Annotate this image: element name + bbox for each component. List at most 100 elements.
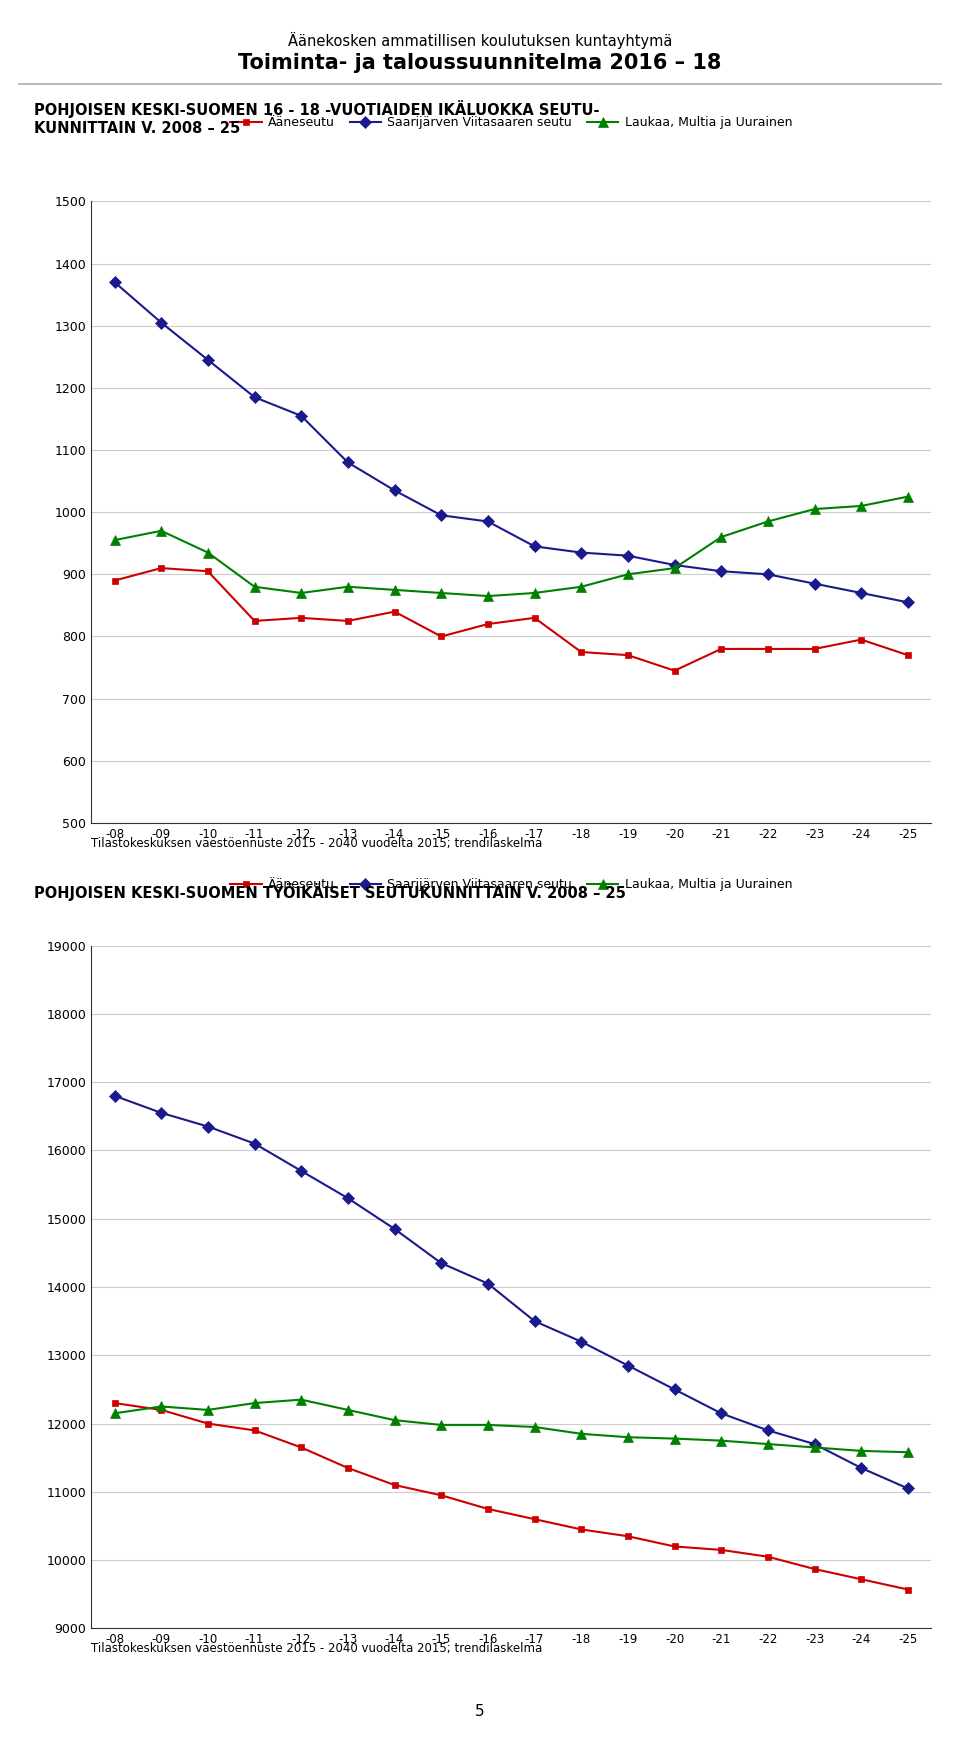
- Ääneseutu: [622, 644, 634, 665]
- Ääneseutu: [808, 639, 820, 660]
- Ääneseutu: [296, 608, 307, 629]
- Ääneseutu: [389, 601, 400, 622]
- Laukaa, Multia ja Uurainen: [715, 1431, 727, 1452]
- Saarijärven Viitasaaren seutu: [296, 404, 307, 425]
- Laukaa, Multia ja Uurainen: [529, 1417, 540, 1438]
- Ääneseutu: [342, 1457, 353, 1478]
- Ääneseutu: [436, 1485, 447, 1506]
- Laukaa, Multia ja Uurainen: [436, 583, 447, 604]
- Ääneseutu: [575, 1518, 587, 1539]
- Saarijärven Viitasaaren seutu: [669, 555, 681, 576]
- Saarijärven Viitasaaren seutu: [715, 560, 727, 581]
- Ääneseutu: [482, 1499, 493, 1520]
- Saarijärven Viitasaaren seutu: [902, 592, 914, 613]
- Laukaa, Multia ja Uurainen: [855, 496, 867, 517]
- Laukaa, Multia ja Uurainen: [762, 1434, 774, 1455]
- Saarijärven Viitasaaren seutu: [762, 1420, 774, 1441]
- Line: Laukaa, Multia ja Uurainen: Laukaa, Multia ja Uurainen: [109, 1396, 913, 1457]
- Laukaa, Multia ja Uurainen: [203, 1399, 214, 1420]
- Saarijärven Viitasaaren seutu: [249, 1133, 260, 1154]
- Laukaa, Multia ja Uurainen: [902, 1441, 914, 1462]
- Laukaa, Multia ja Uurainen: [389, 580, 400, 601]
- Saarijärven Viitasaaren seutu: [108, 271, 120, 292]
- Ääneseutu: [108, 1392, 120, 1413]
- Saarijärven Viitasaaren seutu: [482, 1273, 493, 1294]
- Ääneseutu: [669, 1536, 681, 1557]
- Line: Ääneseutu: Ääneseutu: [111, 1399, 911, 1593]
- Laukaa, Multia ja Uurainen: [203, 543, 214, 564]
- Saarijärven Viitasaaren seutu: [203, 1115, 214, 1136]
- Ääneseutu: [203, 560, 214, 581]
- Saarijärven Viitasaaren seutu: [855, 1457, 867, 1478]
- Line: Laukaa, Multia ja Uurainen: Laukaa, Multia ja Uurainen: [109, 492, 913, 601]
- Saarijärven Viitasaaren seutu: [156, 312, 167, 333]
- Laukaa, Multia ja Uurainen: [436, 1415, 447, 1436]
- Ääneseutu: [902, 1579, 914, 1600]
- Laukaa, Multia ja Uurainen: [808, 499, 820, 520]
- Laukaa, Multia ja Uurainen: [622, 564, 634, 585]
- Laukaa, Multia ja Uurainen: [296, 1389, 307, 1410]
- Ääneseutu: [249, 1420, 260, 1441]
- Saarijärven Viitasaaren seutu: [575, 1331, 587, 1352]
- Ääneseutu: [342, 611, 353, 632]
- Ääneseutu: [808, 1558, 820, 1579]
- Laukaa, Multia ja Uurainen: [669, 557, 681, 578]
- Text: Toiminta- ja taloussuunnitelma 2016 – 18: Toiminta- ja taloussuunnitelma 2016 – 18: [238, 53, 722, 72]
- Ääneseutu: [529, 1509, 540, 1530]
- Ääneseutu: [156, 1399, 167, 1420]
- Saarijärven Viitasaaren seutu: [529, 536, 540, 557]
- Ääneseutu: [855, 1569, 867, 1590]
- Laukaa, Multia ja Uurainen: [249, 576, 260, 597]
- Ääneseutu: [296, 1438, 307, 1459]
- Saarijärven Viitasaaren seutu: [575, 543, 587, 564]
- Saarijärven Viitasaaren seutu: [855, 583, 867, 604]
- Laukaa, Multia ja Uurainen: [808, 1438, 820, 1459]
- Laukaa, Multia ja Uurainen: [156, 520, 167, 541]
- Ääneseutu: [482, 613, 493, 634]
- Text: 5: 5: [475, 1704, 485, 1719]
- Legend: Ääneseutu, Saarijärven Viitasaaren seutu, Laukaa, Multia ja Uurainen: Ääneseutu, Saarijärven Viitasaaren seutu…: [226, 874, 797, 897]
- Laukaa, Multia ja Uurainen: [575, 1424, 587, 1445]
- Ääneseutu: [622, 1525, 634, 1546]
- Laukaa, Multia ja Uurainen: [529, 583, 540, 604]
- Text: POHJOISEN KESKI-SUOMEN 16 - 18 -VUOTIAIDEN IKÄLUOKKA SEUTU-
KUNNITTAIN V. 2008 –: POHJOISEN KESKI-SUOMEN 16 - 18 -VUOTIAID…: [34, 100, 599, 137]
- Ääneseutu: [855, 629, 867, 650]
- Line: Saarijärven Viitasaaren seutu: Saarijärven Viitasaaren seutu: [110, 278, 912, 606]
- Ääneseutu: [762, 1546, 774, 1567]
- Saarijärven Viitasaaren seutu: [389, 1219, 400, 1240]
- Ääneseutu: [575, 641, 587, 662]
- Saarijärven Viitasaaren seutu: [436, 1252, 447, 1273]
- Saarijärven Viitasaaren seutu: [482, 511, 493, 532]
- Laukaa, Multia ja Uurainen: [482, 1415, 493, 1436]
- Saarijärven Viitasaaren seutu: [715, 1403, 727, 1424]
- Legend: Ääneseutu, Saarijärven Viitasaaren seutu, Laukaa, Multia ja Uurainen: Ääneseutu, Saarijärven Viitasaaren seutu…: [226, 112, 797, 135]
- Laukaa, Multia ja Uurainen: [108, 529, 120, 550]
- Laukaa, Multia ja Uurainen: [342, 1399, 353, 1420]
- Line: Ääneseutu: Ääneseutu: [111, 564, 911, 674]
- Laukaa, Multia ja Uurainen: [575, 576, 587, 597]
- Laukaa, Multia ja Uurainen: [902, 487, 914, 508]
- Laukaa, Multia ja Uurainen: [342, 576, 353, 597]
- Laukaa, Multia ja Uurainen: [296, 583, 307, 604]
- Laukaa, Multia ja Uurainen: [249, 1392, 260, 1413]
- Text: Äänekosken ammatillisen koulutuksen kuntayhtymä: Äänekosken ammatillisen koulutuksen kunt…: [288, 32, 672, 49]
- Saarijärven Viitasaaren seutu: [203, 350, 214, 371]
- Saarijärven Viitasaaren seutu: [156, 1103, 167, 1124]
- Saarijärven Viitasaaren seutu: [808, 1434, 820, 1455]
- Text: Tilastokeskuksen väestöennuste 2015 - 2040 vuodelta 2015; trendilaskelma: Tilastokeskuksen väestöennuste 2015 - 20…: [91, 1642, 542, 1655]
- Saarijärven Viitasaaren seutu: [529, 1310, 540, 1331]
- Ääneseutu: [249, 611, 260, 632]
- Ääneseutu: [715, 639, 727, 660]
- Laukaa, Multia ja Uurainen: [669, 1429, 681, 1450]
- Ääneseutu: [436, 625, 447, 646]
- Saarijärven Viitasaaren seutu: [342, 1187, 353, 1208]
- Text: Tilastokeskuksen väestöennuste 2015 - 2040 vuodelta 2015; trendilaskelma: Tilastokeskuksen väestöennuste 2015 - 20…: [91, 837, 542, 849]
- Ääneseutu: [389, 1474, 400, 1495]
- Saarijärven Viitasaaren seutu: [296, 1161, 307, 1182]
- Ääneseutu: [108, 571, 120, 592]
- Ääneseutu: [203, 1413, 214, 1434]
- Laukaa, Multia ja Uurainen: [389, 1410, 400, 1431]
- Saarijärven Viitasaaren seutu: [389, 480, 400, 501]
- Saarijärven Viitasaaren seutu: [436, 504, 447, 525]
- Laukaa, Multia ja Uurainen: [855, 1441, 867, 1462]
